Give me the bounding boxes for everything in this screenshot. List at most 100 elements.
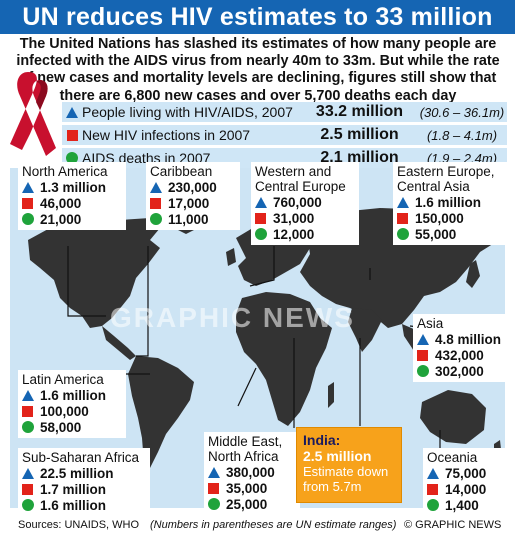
- living-value: 4.8 million: [435, 331, 502, 347]
- new-value: 17,000: [168, 195, 210, 211]
- region-latin-america: Latin America 1.6 million 100,000 58,000: [18, 370, 126, 438]
- deaths-value: 25,000: [226, 496, 268, 512]
- circle-icon: [22, 421, 34, 433]
- summary-row-living: People living with HIV/AIDS, 2007 33.2 m…: [62, 102, 507, 122]
- square-icon: [150, 197, 161, 209]
- central-america-landmass: [102, 326, 136, 360]
- circle-icon: [427, 499, 439, 511]
- square-icon: [22, 405, 33, 417]
- living-value: 230,000: [168, 179, 217, 195]
- region-name: Western and: [255, 164, 332, 179]
- australia-landmass: [420, 390, 486, 444]
- intro-text: The United Nations has slashed its estim…: [16, 36, 500, 104]
- region-name-line2: Central Asia: [397, 179, 470, 194]
- new-value: 100,000: [40, 403, 89, 419]
- region-name-line2: Central Europe: [255, 179, 346, 194]
- deaths-value: 11,000: [168, 211, 209, 227]
- region-name: Latin America: [22, 372, 104, 387]
- circle-icon: [417, 365, 429, 377]
- square-icon: [397, 212, 408, 224]
- new-value: 1.7 million: [40, 481, 107, 497]
- region-eastern-europe: Eastern Europe, Central Asia 1.6 million…: [393, 162, 509, 245]
- triangle-icon: [22, 389, 34, 401]
- new-value: 14,000: [445, 481, 487, 497]
- circle-icon: [397, 228, 409, 240]
- footer-credit: © GRAPHIC NEWS: [404, 519, 502, 531]
- new-value: 35,000: [226, 480, 268, 496]
- deaths-value: 302,000: [435, 363, 484, 379]
- triangle-icon: [22, 181, 34, 193]
- circle-icon: [208, 498, 220, 510]
- uk-landmass: [226, 248, 236, 266]
- circle-icon: [66, 152, 78, 164]
- triangle-icon: [417, 333, 429, 345]
- footer-sources: Sources: UNAIDS, WHO: [18, 519, 140, 531]
- title-bar: UN reduces HIV estimates to 33 million: [0, 0, 515, 34]
- new-value: 31,000: [273, 210, 315, 226]
- living-value: 75,000: [445, 465, 487, 481]
- region-name: Sub-Saharan Africa: [22, 450, 140, 465]
- region-name: Middle East,: [208, 434, 283, 449]
- living-value: 380,000: [226, 464, 275, 480]
- square-icon: [66, 129, 78, 141]
- region-asia: Asia 4.8 million 432,000 302,000: [413, 314, 515, 382]
- india-note-line1: Estimate down: [303, 464, 389, 479]
- square-icon: [427, 483, 438, 495]
- footer: Sources: UNAIDS, WHO (Numbers in parenth…: [0, 513, 515, 538]
- region-name-line2: North Africa: [208, 449, 279, 464]
- square-icon: [22, 197, 33, 209]
- triangle-icon: [150, 181, 162, 193]
- india-value: 2.5 million: [303, 448, 372, 464]
- region-name: Eastern Europe,: [397, 164, 495, 179]
- summary-value: 2.5 million: [320, 126, 399, 143]
- triangle-icon: [427, 467, 439, 479]
- summary-table: People living with HIV/AIDS, 2007 33.2 m…: [62, 102, 507, 171]
- living-value: 22.5 million: [40, 465, 114, 481]
- africa-landmass: [236, 292, 332, 426]
- square-icon: [208, 482, 219, 494]
- living-value: 760,000: [273, 194, 322, 210]
- region-name: Oceania: [427, 450, 478, 465]
- triangle-icon: [397, 196, 409, 208]
- region-caribbean: Caribbean 230,000 17,000 11,000: [146, 162, 240, 230]
- living-value: 1.6 million: [415, 194, 482, 210]
- deaths-value: 1.6 million: [40, 497, 107, 513]
- deaths-value: 55,000: [415, 226, 457, 242]
- square-icon: [417, 349, 428, 361]
- deaths-value: 1,400: [445, 497, 479, 513]
- region-north-america: North America 1.3 million 46,000 21,000: [18, 162, 126, 230]
- triangle-icon: [255, 196, 267, 208]
- region-name: Asia: [417, 316, 444, 331]
- square-icon: [22, 483, 33, 495]
- triangle-icon: [66, 106, 78, 118]
- summary-value: 2.1 million: [320, 149, 399, 166]
- new-value: 46,000: [40, 195, 82, 211]
- region-sub-saharan-africa: Sub-Saharan Africa 22.5 million 1.7 mill…: [18, 448, 150, 516]
- summary-value: 33.2 million: [315, 103, 404, 120]
- region-western-europe: Western and Central Europe 760,000 31,00…: [251, 162, 359, 245]
- deaths-value: 21,000: [40, 211, 82, 227]
- india-landmass: [348, 308, 382, 352]
- summary-label: People living with HIV/AIDS, 2007: [82, 104, 293, 120]
- region-name: Caribbean: [150, 164, 213, 179]
- circle-icon: [22, 499, 34, 511]
- circle-icon: [150, 213, 162, 225]
- living-value: 1.3 million: [40, 179, 107, 195]
- india-callout: India: 2.5 million Estimate down from 5.…: [296, 427, 402, 503]
- region-name: North America: [22, 164, 108, 179]
- summary-range: (30.6 – 36.1m): [419, 104, 505, 120]
- india-note-line2: from 5.7m: [303, 479, 362, 494]
- region-oceania: Oceania 75,000 14,000 1,400: [423, 448, 511, 516]
- new-value: 432,000: [435, 347, 484, 363]
- circle-icon: [22, 213, 34, 225]
- summary-label: New HIV infections in 2007: [82, 127, 251, 143]
- page-title: UN reduces HIV estimates to 33 million: [22, 2, 493, 31]
- watermark: GRAPHIC NEWS: [110, 302, 355, 333]
- summary-row-new: New HIV infections in 2007 2.5 million (…: [62, 125, 507, 145]
- deaths-value: 12,000: [273, 226, 315, 242]
- circle-icon: [255, 228, 267, 240]
- footer-note: (Numbers in parentheses are UN estimate …: [150, 519, 397, 531]
- triangle-icon: [22, 467, 34, 479]
- madagascar-landmass: [328, 382, 334, 408]
